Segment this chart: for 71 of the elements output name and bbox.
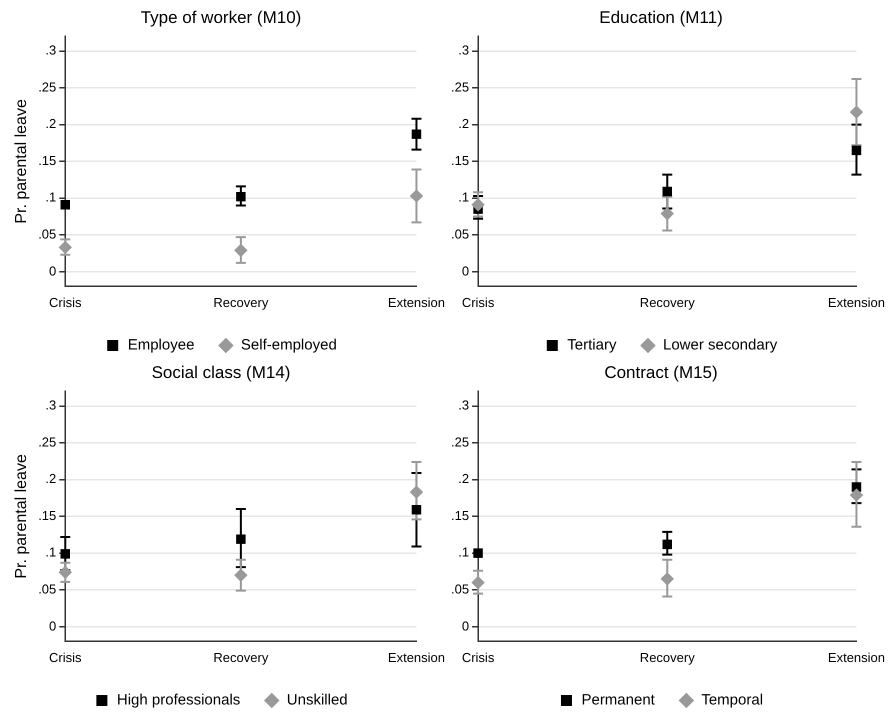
y-tick-label: 0 bbox=[462, 263, 470, 278]
point bbox=[660, 572, 674, 586]
chart-title: Social class (M14) bbox=[152, 362, 290, 382]
point bbox=[412, 129, 422, 139]
y-axis-title: Pr. parental leave bbox=[13, 99, 30, 224]
x-tick-label: Recovery bbox=[213, 650, 269, 665]
point bbox=[660, 207, 674, 220]
x-tick-label: Crisis bbox=[49, 650, 82, 665]
y-tick-label: .2 bbox=[45, 116, 56, 132]
x-tick-label: Extension bbox=[388, 294, 445, 310]
y-tick-label: .2 bbox=[458, 471, 470, 486]
point bbox=[850, 488, 863, 502]
x-tick-label: Crisis bbox=[462, 650, 495, 665]
y-tick-label: .3 bbox=[45, 42, 56, 58]
point bbox=[412, 505, 422, 515]
point bbox=[662, 186, 672, 196]
chart-title: Contract (M15) bbox=[604, 362, 718, 382]
x-tick-label: Recovery bbox=[640, 650, 696, 665]
x-tick-label: Crisis bbox=[49, 294, 82, 310]
y-tick-label: .15 bbox=[450, 508, 470, 523]
y-tick-label: .2 bbox=[45, 471, 56, 486]
x-tick-label: Extension bbox=[388, 650, 445, 665]
point bbox=[852, 146, 862, 156]
x-tick-label: Extension bbox=[828, 294, 885, 310]
point bbox=[234, 568, 248, 582]
legend-label: Temporal bbox=[701, 692, 764, 709]
x-tick-label: Recovery bbox=[213, 294, 269, 310]
y-tick-label: .05 bbox=[450, 582, 470, 597]
legend-label: High professionals bbox=[116, 692, 240, 709]
point bbox=[662, 540, 672, 550]
chart-title: Education (M11) bbox=[599, 8, 723, 27]
y-tick-label: .25 bbox=[38, 434, 56, 450]
point bbox=[410, 486, 423, 499]
y-tick-label: 0 bbox=[49, 618, 56, 634]
point bbox=[850, 106, 863, 119]
y-tick-label: .05 bbox=[450, 226, 470, 242]
point bbox=[234, 244, 248, 257]
y-tick-label: .1 bbox=[45, 544, 56, 560]
legend-label: Lower secondary bbox=[662, 336, 778, 354]
y-tick-label: 0 bbox=[462, 618, 470, 634]
y-axis-title: Pr. parental leave bbox=[13, 454, 30, 579]
point bbox=[473, 548, 483, 558]
y-tick-label: .05 bbox=[38, 226, 56, 242]
y-tick-label: .15 bbox=[450, 152, 470, 168]
y-tick-label: .25 bbox=[450, 434, 470, 450]
chart-title: Type of worker (M10) bbox=[140, 8, 302, 27]
y-tick-label: .1 bbox=[458, 544, 470, 560]
y-tick-label: .15 bbox=[38, 508, 56, 523]
point bbox=[410, 189, 423, 202]
point bbox=[60, 200, 70, 210]
point bbox=[236, 192, 246, 202]
y-tick-label: .25 bbox=[450, 79, 470, 94]
y-tick-label: .3 bbox=[458, 398, 470, 413]
legend-label: Unskilled bbox=[286, 692, 348, 709]
point bbox=[236, 534, 246, 544]
y-tick-label: .2 bbox=[458, 116, 470, 132]
x-tick-label: Recovery bbox=[640, 294, 696, 310]
y-tick-label: .3 bbox=[458, 42, 470, 58]
y-tick-label: .1 bbox=[458, 190, 470, 205]
legend-label: Permanent bbox=[581, 692, 656, 709]
legend-label: Self-employed bbox=[240, 336, 337, 354]
legend-label: Employee bbox=[128, 336, 194, 354]
x-tick-label: Crisis bbox=[462, 294, 495, 310]
x-tick-label: Extension bbox=[828, 650, 885, 665]
y-tick-label: 0 bbox=[49, 263, 56, 278]
y-tick-label: .25 bbox=[38, 79, 56, 94]
legend-label: Tertiary bbox=[567, 336, 617, 354]
y-tick-label: .15 bbox=[38, 152, 56, 168]
y-tick-label: .05 bbox=[38, 582, 56, 597]
y-tick-label: .1 bbox=[45, 190, 56, 205]
y-tick-label: .3 bbox=[45, 398, 56, 413]
